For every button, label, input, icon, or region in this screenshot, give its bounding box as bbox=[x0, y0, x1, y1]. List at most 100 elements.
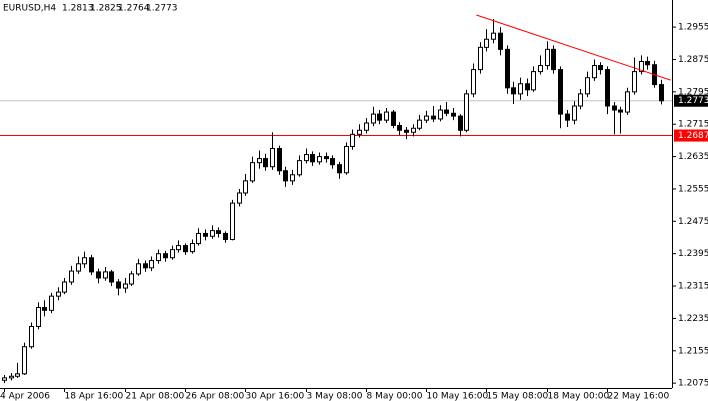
candle-body bbox=[36, 306, 41, 328]
candle bbox=[89, 254, 94, 276]
candle bbox=[545, 41, 550, 70]
candle bbox=[357, 124, 362, 138]
candle bbox=[444, 101, 449, 117]
candle bbox=[384, 108, 389, 123]
candle-body bbox=[250, 162, 255, 182]
candle-body bbox=[444, 109, 449, 114]
candle-body bbox=[89, 257, 94, 273]
candle-body bbox=[270, 147, 275, 168]
candle-body bbox=[304, 154, 309, 162]
candle bbox=[377, 110, 382, 125]
candle-body bbox=[170, 249, 175, 259]
candle bbox=[42, 300, 47, 317]
candle-body bbox=[364, 122, 369, 131]
candle bbox=[618, 106, 623, 134]
candle-body bbox=[330, 158, 335, 166]
candle-body bbox=[484, 38, 489, 48]
candle bbox=[123, 277, 128, 293]
candle bbox=[190, 239, 195, 254]
candle bbox=[277, 145, 282, 175]
candle bbox=[183, 243, 188, 255]
candle bbox=[257, 150, 262, 169]
candle bbox=[344, 142, 349, 175]
trendline bbox=[476, 14, 671, 81]
candle bbox=[324, 152, 329, 163]
candle-body bbox=[371, 113, 376, 124]
candle bbox=[2, 375, 7, 384]
x-tick-label: 8 May 00:00 bbox=[367, 392, 423, 401]
candle bbox=[431, 106, 436, 123]
candle bbox=[491, 19, 496, 44]
candle-body bbox=[592, 65, 597, 79]
candle bbox=[458, 114, 463, 137]
candle-body bbox=[531, 71, 536, 91]
y-tick-label: 1.2155 bbox=[678, 346, 708, 356]
y-tick-label: 1.2475 bbox=[678, 217, 708, 227]
candle-body bbox=[96, 271, 101, 279]
candle-body bbox=[196, 232, 201, 245]
candle-body bbox=[545, 48, 550, 67]
candle-body bbox=[103, 271, 108, 279]
candle bbox=[505, 45, 510, 94]
candle-body bbox=[525, 83, 530, 91]
candle-body bbox=[2, 377, 7, 381]
candle bbox=[96, 268, 101, 284]
candle-body bbox=[511, 87, 516, 95]
candle bbox=[49, 292, 54, 314]
header-low: 1.2764 bbox=[118, 4, 150, 14]
candle bbox=[109, 269, 114, 287]
candle bbox=[196, 228, 201, 246]
y-tick-label: 1.2235 bbox=[678, 314, 708, 324]
x-tick-label: 22 May 16:00 bbox=[608, 392, 670, 401]
candle-body bbox=[116, 281, 121, 289]
candle bbox=[223, 231, 228, 243]
candle bbox=[585, 71, 590, 98]
candle bbox=[411, 124, 416, 137]
candle-body bbox=[458, 115, 463, 131]
candle-body bbox=[411, 127, 416, 133]
candle-body bbox=[129, 273, 134, 285]
candle bbox=[538, 55, 543, 75]
candle-body bbox=[29, 326, 34, 348]
candle bbox=[103, 267, 108, 281]
candle-body bbox=[605, 69, 610, 107]
candle bbox=[76, 256, 81, 274]
candle bbox=[243, 173, 248, 196]
candle-body bbox=[344, 145, 349, 174]
candle bbox=[525, 78, 530, 96]
candle bbox=[304, 148, 309, 164]
candle-body bbox=[384, 111, 389, 121]
candle bbox=[397, 122, 402, 136]
candle bbox=[371, 106, 376, 127]
candle-body bbox=[277, 147, 282, 172]
candle bbox=[350, 129, 355, 150]
candle bbox=[136, 258, 141, 276]
candle bbox=[129, 271, 134, 287]
candle-body bbox=[598, 65, 603, 71]
candle bbox=[317, 152, 322, 165]
candle bbox=[518, 77, 523, 100]
candle-body bbox=[424, 115, 429, 121]
y-tick-label: 1.2635 bbox=[678, 152, 708, 162]
candle bbox=[69, 265, 74, 285]
candle bbox=[605, 66, 610, 115]
candle-body bbox=[310, 154, 315, 163]
candle bbox=[290, 169, 295, 185]
x-tick-label: 3 May 08:00 bbox=[307, 392, 363, 401]
header-open: 1.2813 bbox=[62, 4, 94, 14]
candle bbox=[29, 322, 34, 349]
candle bbox=[283, 166, 288, 187]
candle bbox=[310, 151, 315, 166]
candle-body bbox=[471, 69, 476, 95]
candle-body bbox=[377, 113, 382, 121]
candle-body bbox=[237, 192, 242, 204]
candle-body bbox=[585, 77, 590, 95]
y-tick-label: 1.2875 bbox=[678, 55, 708, 65]
candle bbox=[451, 108, 456, 121]
candle bbox=[56, 287, 61, 301]
candle-body bbox=[123, 283, 128, 289]
candle-body bbox=[645, 60, 650, 66]
candle-body bbox=[82, 257, 87, 265]
candle-body bbox=[572, 105, 577, 121]
